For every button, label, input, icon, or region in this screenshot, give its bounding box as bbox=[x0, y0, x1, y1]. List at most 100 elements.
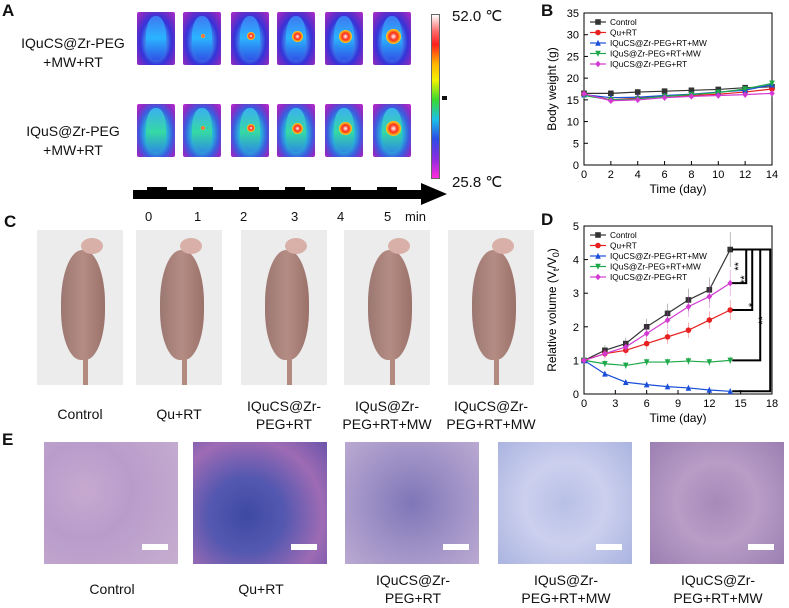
histology-image bbox=[345, 442, 479, 564]
data-point bbox=[608, 97, 614, 105]
caption-line1: IQuS@Zr- bbox=[355, 398, 419, 414]
scale-bar bbox=[748, 544, 774, 550]
time-unit: min bbox=[405, 209, 426, 224]
y-tick-label: 35 bbox=[567, 8, 579, 20]
caption-line2: PEG+RT+MW bbox=[446, 416, 536, 432]
data-point bbox=[634, 89, 641, 95]
histology-caption: IQuS@Zr- PEG+RT+MW bbox=[496, 571, 636, 607]
series-line bbox=[584, 86, 773, 94]
x-tick-label: 0 bbox=[581, 169, 587, 181]
data-point bbox=[664, 316, 671, 324]
mouse-body bbox=[61, 250, 105, 360]
x-tick-label: 12 bbox=[739, 169, 751, 181]
x-tick-label: 15 bbox=[735, 398, 747, 410]
histology-image bbox=[193, 442, 327, 564]
caption-line1: Control bbox=[57, 406, 103, 422]
mouse-ear bbox=[285, 238, 307, 254]
data-point bbox=[595, 252, 601, 259]
series-line bbox=[583, 359, 731, 367]
legend-entry: IQuCS@Zr-PEG+RT bbox=[610, 59, 687, 69]
histology-caption: IQuCS@Zr- PEG+RT bbox=[343, 571, 483, 607]
x-tick-label: 4 bbox=[635, 169, 641, 181]
caption-line2: PEG+RT+MW bbox=[521, 590, 611, 606]
mouse-silhouette bbox=[146, 108, 166, 152]
series-line bbox=[583, 249, 731, 361]
colorbar-tick bbox=[442, 96, 447, 100]
significance-label: * bbox=[747, 302, 759, 307]
mouse-tail bbox=[182, 358, 187, 385]
data-point bbox=[595, 19, 601, 25]
thermal-image bbox=[183, 104, 221, 157]
mouse-caption: Control bbox=[15, 405, 145, 423]
panel-c-letter: C bbox=[4, 212, 17, 231]
panel-a-letter: A bbox=[2, 1, 15, 20]
data-point bbox=[769, 80, 775, 87]
x-tick-label: 8 bbox=[688, 169, 694, 181]
data-point bbox=[727, 388, 734, 395]
thermal-image bbox=[137, 12, 175, 65]
data-point bbox=[727, 246, 734, 253]
data-point bbox=[769, 86, 775, 92]
x-tick-label: 3 bbox=[612, 398, 618, 410]
data-point bbox=[727, 279, 734, 287]
y-tick-label: 5 bbox=[573, 221, 579, 233]
thermal-image bbox=[231, 12, 269, 65]
thermal-image bbox=[231, 104, 269, 157]
data-point bbox=[664, 383, 671, 390]
time-tick-4: 4 bbox=[337, 209, 345, 224]
series-line bbox=[583, 282, 731, 361]
mouse-photo bbox=[37, 230, 123, 385]
mouse-body bbox=[368, 250, 412, 360]
data-point bbox=[661, 94, 668, 101]
data-point bbox=[622, 378, 629, 386]
panelA-row2-label: IQuS@Zr-PEG +MW+RT bbox=[2, 122, 144, 160]
colorbar-max-label: 52.0 ℃ bbox=[452, 8, 503, 25]
y-tick-label: 30 bbox=[567, 30, 579, 42]
scale-bar bbox=[291, 544, 317, 550]
data-point bbox=[595, 263, 601, 270]
mouse-tail bbox=[494, 358, 499, 385]
series-line bbox=[583, 84, 773, 99]
scale-bar bbox=[443, 544, 469, 550]
mouse-ear bbox=[492, 238, 514, 254]
legend-entry: IQuCS@Zr-PEG+RT+MW bbox=[610, 251, 707, 261]
hotspot bbox=[247, 32, 255, 40]
y-tick-label: 20 bbox=[567, 73, 579, 85]
series-line bbox=[583, 82, 773, 101]
caption-line2: PEG+RT+MW bbox=[342, 416, 432, 432]
histology-image bbox=[44, 442, 178, 564]
data-point bbox=[742, 86, 748, 93]
histology-caption: Qu+RT bbox=[191, 580, 331, 598]
data-point bbox=[622, 362, 629, 369]
data-point bbox=[685, 303, 692, 310]
thermal-image bbox=[277, 12, 315, 65]
histology-caption: IQuCS@Zr- PEG+RT+MW bbox=[648, 571, 788, 607]
data-point bbox=[727, 357, 734, 364]
mouse-body bbox=[472, 250, 516, 360]
mouse-body bbox=[160, 250, 204, 360]
panel-d-letter: D bbox=[541, 210, 554, 229]
y-tick-label: 25 bbox=[567, 51, 579, 63]
legend-entry: IQuCS@Zr-PEG+RT bbox=[610, 272, 687, 282]
time-tick-3: 3 bbox=[291, 209, 299, 224]
time-arrow bbox=[133, 183, 447, 205]
y-tick-label: 0 bbox=[573, 389, 579, 401]
thermal-image bbox=[183, 12, 221, 65]
caption-line1: Qu+RT bbox=[238, 581, 284, 597]
mouse-photo bbox=[136, 230, 222, 385]
panel-b-letter: B bbox=[541, 1, 554, 20]
y-tick-label: 10 bbox=[567, 117, 579, 129]
legend-entry: Qu+RT bbox=[610, 28, 637, 38]
legend-entry: IQuCS@Zr-PEG+RT+MW bbox=[610, 38, 707, 48]
caption-line2: PEG+RT bbox=[384, 590, 442, 606]
panelA-row1-label-line1: IQuCS@Zr-PEG bbox=[21, 35, 125, 51]
data-point bbox=[706, 293, 713, 300]
caption-line1: IQuCS@Zr- bbox=[680, 572, 756, 588]
legend-entry: Control bbox=[610, 17, 637, 27]
data-point bbox=[595, 242, 601, 249]
caption-line1: Control bbox=[89, 581, 135, 597]
panelA-row2-label-line1: IQuS@Zr-PEG bbox=[26, 123, 120, 139]
histology-caption: Control bbox=[42, 580, 182, 598]
caption-line1: IQuCS@Zr- bbox=[375, 572, 451, 588]
